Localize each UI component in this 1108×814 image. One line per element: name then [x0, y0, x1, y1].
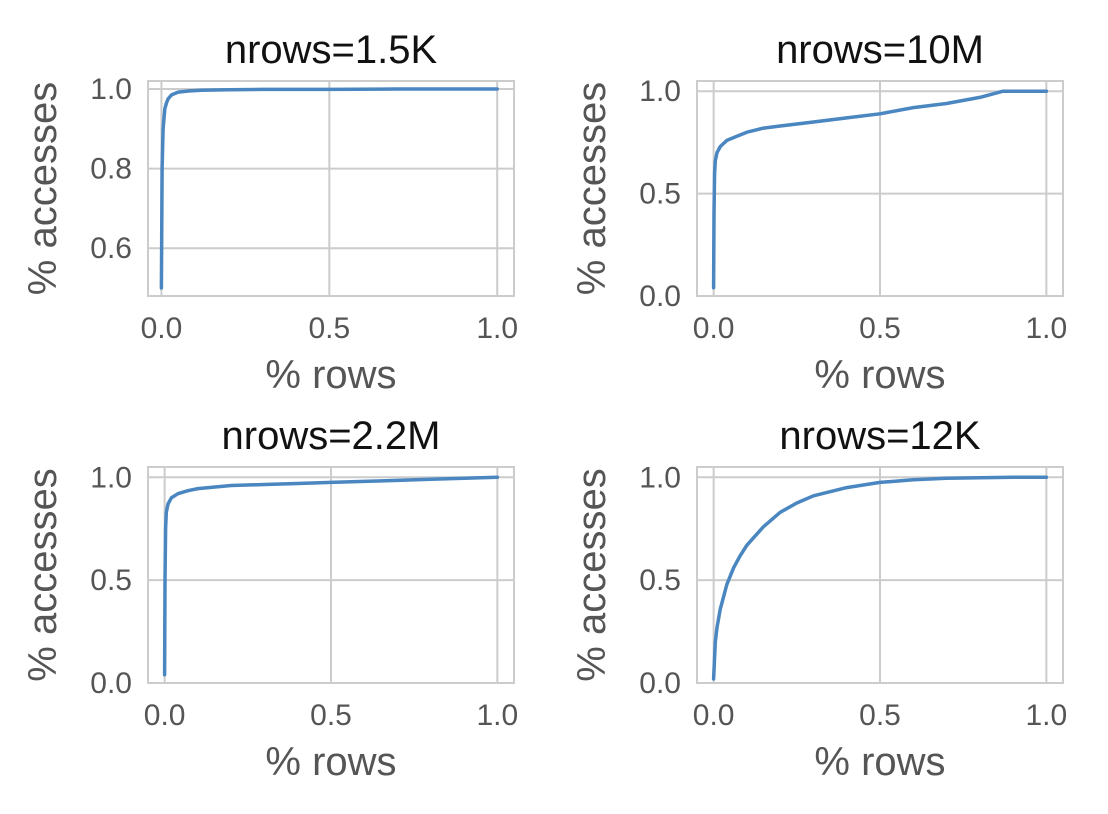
x-axis-label: % rows [814, 740, 945, 784]
y-axis-label: % accesses [21, 82, 65, 295]
y-tick-label: 1.0 [90, 461, 132, 494]
chart-title: nrows=10M [776, 28, 984, 72]
y-tick-label: 0.6 [90, 232, 132, 265]
y-tick-label: 0.0 [639, 280, 681, 313]
x-tick-label: 1.0 [1026, 312, 1068, 345]
subplot-1: 0.0 0.5 1.0 0.6 0.8 1.0 nrows=1.5K % rows % acce… [21, 28, 518, 397]
y-axis-label: % accesses [570, 468, 614, 681]
y-axis-label: % accesses [21, 468, 65, 681]
y-tick-label: 1.0 [639, 461, 681, 494]
plot-frame [147, 466, 515, 684]
y-tick-label: 0.0 [639, 667, 681, 700]
x-axis-label: % rows [265, 740, 396, 784]
plot-frame [147, 80, 515, 297]
x-tick-label: 1.0 [1026, 699, 1068, 732]
chart-title: nrows=1.5K [225, 28, 438, 72]
x-tick-label: 0.5 [310, 699, 352, 732]
y-tick-label: 1.0 [90, 73, 132, 106]
series-line [159, 87, 499, 290]
x-tick-label: 0.0 [141, 312, 183, 345]
plot-frame [696, 80, 1064, 297]
x-tick-label: 0.0 [693, 312, 735, 345]
x-tick-label: 1.0 [477, 699, 519, 732]
x-tick-label: 0.0 [144, 699, 186, 732]
x-axis-label: % rows [814, 353, 945, 397]
y-tick-label: 1.0 [639, 75, 681, 108]
subplot-2: 0.0 0.5 1.0 0.0 0.5 1.0 nrows=10M % rows % acces… [570, 28, 1067, 397]
x-axis-label: % rows [265, 353, 396, 397]
y-tick-label: 0.5 [90, 564, 132, 597]
x-tick-label: 0.0 [693, 699, 735, 732]
y-tick-label: 0.0 [90, 667, 132, 700]
series-line [711, 475, 1049, 681]
x-tick-label: 0.5 [859, 312, 901, 345]
series-line [711, 89, 1049, 290]
y-tick-label: 0.5 [639, 564, 681, 597]
series-line [162, 475, 500, 677]
subplot-3: 0.0 0.5 1.0 0.0 0.5 1.0 nrows=2.2M % rows % acce… [21, 414, 518, 784]
x-tick-label: 1.0 [476, 312, 518, 345]
y-tick-label: 0.8 [90, 153, 132, 186]
chart-title: nrows=12K [779, 414, 981, 458]
y-tick-label: 0.5 [639, 178, 681, 211]
chart-title: nrows=2.2M [222, 414, 441, 458]
plot-frame [696, 466, 1064, 684]
x-tick-label: 0.5 [308, 312, 350, 345]
y-axis-label: % accesses [570, 82, 614, 295]
subplot-4: 0.0 0.5 1.0 0.0 0.5 1.0 nrows=12K % rows % acces… [570, 414, 1067, 784]
x-tick-label: 0.5 [859, 699, 901, 732]
